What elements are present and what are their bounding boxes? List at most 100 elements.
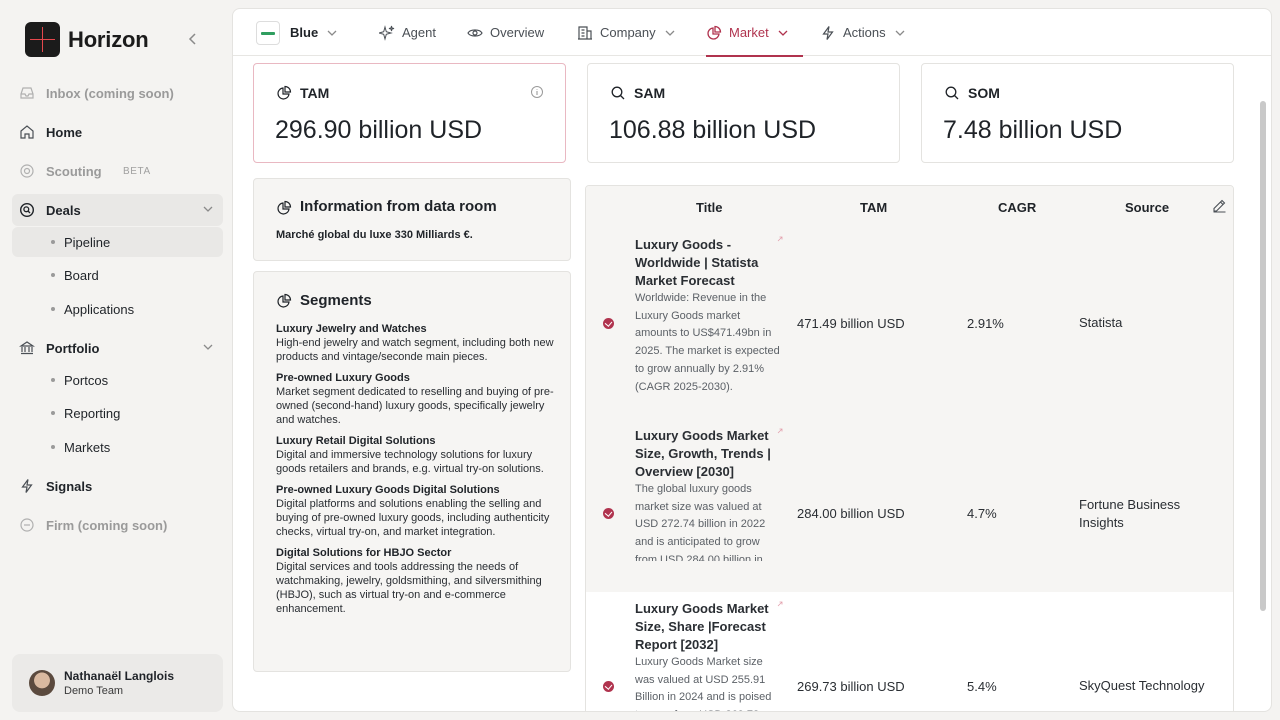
user-profile[interactable]: Nathanaël Langlois Demo Team: [12, 654, 223, 712]
sidebar-item-home[interactable]: Home: [12, 116, 223, 148]
metric-value: 106.88 billion USD: [609, 116, 817, 144]
building-icon: [578, 25, 592, 40]
sidebar-subitem-label: Portcos: [64, 372, 109, 388]
selected-check-icon[interactable]: [603, 318, 614, 329]
data-room-title: Information from data room: [300, 198, 497, 215]
sidebar-item-deals[interactable]: Deals: [12, 194, 223, 226]
segment-title: Pre-owned Luxury Goods Digital Solutions: [276, 484, 500, 496]
main-panel: Blue Agent Overview Company Market Actio…: [232, 8, 1272, 712]
sidebar-item-label: Scouting: [46, 163, 102, 179]
collapse-sidebar-icon[interactable]: [186, 30, 200, 48]
metric-label: SAM: [634, 85, 666, 101]
sparkle-icon: [379, 24, 395, 41]
sidebar-item-label: Inbox (coming soon): [46, 85, 174, 101]
source-tam: 284.00 billion USD: [797, 506, 905, 521]
tab-agent[interactable]: Agent: [379, 9, 436, 56]
horizon-logo: [25, 22, 60, 57]
selected-check-icon[interactable]: [603, 681, 614, 692]
chevron-down-icon[interactable]: [201, 202, 215, 216]
brand[interactable]: Horizon: [25, 22, 149, 57]
tab-label: Actions: [843, 25, 886, 40]
sidebar-item-portfolio[interactable]: Portfolio: [12, 332, 223, 364]
market-sources-table: Title TAM CAGR Source Luxury Goods - Wor…: [585, 185, 1234, 711]
segment-item: Pre-owned Luxury Goods Market segment de…: [276, 371, 556, 427]
metric-label: SOM: [968, 85, 1000, 101]
sidebar-subitem-label: Pipeline: [64, 234, 111, 250]
tab-label: Market: [729, 25, 769, 40]
bullet-dot: [51, 378, 55, 382]
segments-title: Segments: [300, 292, 372, 309]
source-name: SkyQuest Technology: [1079, 678, 1205, 693]
sidebar-item-scouting[interactable]: Scouting BETA: [12, 155, 223, 187]
bullet-dot: [51, 240, 55, 244]
external-link-icon[interactable]: [777, 428, 783, 434]
tam-card[interactable]: TAM 296.90 billion USD: [253, 63, 566, 163]
sam-card[interactable]: SAM 106.88 billion USD: [587, 63, 900, 163]
source-name: Fortune Business Insights: [1079, 497, 1181, 530]
column-header-tam: TAM: [860, 200, 888, 215]
sidebar-subitem-pipeline[interactable]: Pipeline: [12, 227, 223, 257]
segment-title: Digital Solutions for HBJO Sector: [276, 547, 452, 559]
deals-icon: [19, 202, 35, 218]
sidebar-subitem-label: Reporting: [64, 405, 121, 421]
tab-market[interactable]: Market: [706, 9, 803, 57]
sidebar-item-inbox[interactable]: Inbox (coming soon): [12, 77, 223, 109]
pie-chart-icon: [707, 25, 722, 40]
company-selector[interactable]: Blue: [256, 9, 338, 56]
source-title[interactable]: Luxury Goods Market Size, Growth, Trends…: [635, 428, 771, 479]
selected-check-icon[interactable]: [603, 508, 614, 519]
source-cagr: 5.4%: [967, 679, 997, 694]
edit-icon[interactable]: [1212, 198, 1227, 213]
som-card[interactable]: SOM 7.48 billion USD: [921, 63, 1234, 163]
segment-title: Luxury Retail Digital Solutions: [276, 435, 436, 447]
segment-description: Market segment dedicated to reselling an…: [276, 386, 554, 426]
lightning-icon: [822, 25, 834, 40]
segment-item: Pre-owned Luxury Goods Digital Solutions…: [276, 483, 556, 539]
inbox-icon: [19, 85, 35, 101]
table-row[interactable]: Luxury Goods - Worldwide | Statista Mark…: [586, 228, 1233, 418]
metric-value: 296.90 billion USD: [275, 116, 483, 144]
tab-overview[interactable]: Overview: [467, 9, 544, 56]
sidebar-subitem-board[interactable]: Board: [12, 260, 223, 290]
source-title[interactable]: Luxury Goods - Worldwide | Statista Mark…: [635, 237, 759, 288]
sidebar-item-signals[interactable]: Signals: [12, 470, 223, 502]
table-row[interactable]: Luxury Goods Market Size, Share |Forecas…: [586, 592, 1233, 711]
search-icon: [945, 86, 959, 100]
source-description: Worldwide: Revenue in the Luxury Goods m…: [635, 292, 780, 393]
avatar: [29, 670, 55, 696]
segment-description: Digital and immersive technology solutio…: [276, 449, 544, 475]
sidebar-subitem-portcos[interactable]: Portcos: [12, 365, 223, 395]
column-header-cagr: CAGR: [998, 200, 1037, 215]
bank-icon: [19, 340, 35, 356]
bullet-dot: [51, 445, 55, 449]
external-link-icon[interactable]: [777, 601, 783, 607]
tab-actions[interactable]: Actions: [820, 9, 906, 56]
segment-description: Digital services and tools addressing th…: [276, 561, 542, 615]
column-header-title: Title: [696, 200, 723, 215]
sidebar: Horizon Inbox (coming soon) Home Scoutin…: [0, 0, 232, 720]
sidebar-subitem-markets[interactable]: Markets: [12, 432, 223, 462]
sidebar-subitem-label: Applications: [64, 301, 135, 317]
sidebar-subitem-label: Board: [64, 267, 99, 283]
sidebar-subitem-applications[interactable]: Applications: [12, 294, 223, 324]
sidebar-subitem-label: Markets: [64, 439, 111, 455]
top-nav: Blue Agent Overview Company Market Actio…: [233, 9, 1271, 57]
info-icon[interactable]: [530, 85, 544, 99]
source-title[interactable]: Luxury Goods Market Size, Share |Forecas…: [635, 601, 769, 652]
external-link-icon[interactable]: [777, 236, 783, 242]
column-header-source: Source: [1125, 200, 1170, 215]
source-description: The global luxury goods market size was …: [635, 483, 766, 561]
tab-company[interactable]: Company: [577, 9, 676, 56]
bullet-dot: [51, 307, 55, 311]
chevron-down-icon: [778, 30, 788, 36]
search-icon: [611, 86, 625, 100]
chevron-down-icon[interactable]: [201, 340, 215, 354]
sidebar-subitem-reporting[interactable]: Reporting: [12, 398, 223, 428]
source-tam: 471.49 billion USD: [797, 316, 905, 331]
chevron-down-icon: [665, 30, 675, 36]
table-row[interactable]: Luxury Goods Market Size, Growth, Trends…: [586, 418, 1233, 592]
sidebar-item-firm[interactable]: Firm (coming soon): [12, 509, 223, 541]
vertical-scrollbar[interactable]: [1260, 101, 1266, 611]
chevron-down-icon: [327, 30, 337, 36]
data-room-text: Marché global du luxe 330 Milliards €.: [276, 229, 473, 241]
